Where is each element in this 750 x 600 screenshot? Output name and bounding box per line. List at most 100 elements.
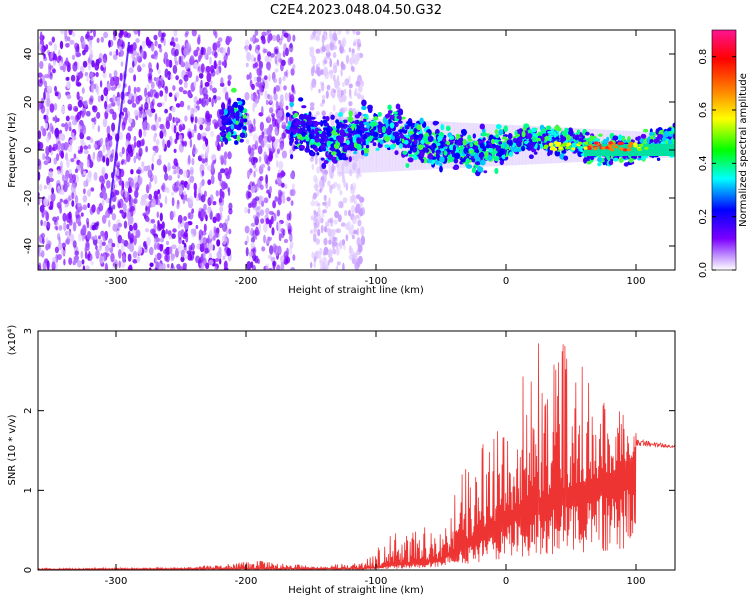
spectrogram-cell bbox=[321, 262, 326, 270]
snr-x-tick-label: 0 bbox=[503, 576, 509, 587]
spectrogram-cell bbox=[150, 42, 155, 52]
spectrogram-cell bbox=[103, 192, 108, 201]
spectrogram-cell bbox=[628, 141, 634, 145]
spectrogram-cell bbox=[54, 246, 60, 254]
spectrogram-cell bbox=[276, 209, 281, 217]
spectrogram-cell bbox=[491, 138, 495, 144]
spectrogram-cell bbox=[48, 170, 53, 179]
spectrogram-cell bbox=[117, 39, 123, 47]
spectrogram-cell bbox=[57, 205, 61, 210]
spectrogram-cell bbox=[245, 247, 249, 257]
spectrogram-cell bbox=[221, 61, 226, 66]
spectrogram-cell bbox=[160, 185, 166, 191]
spectrogram-cell bbox=[144, 200, 150, 208]
spectrogram-cell bbox=[68, 106, 72, 111]
spectrogram-cell bbox=[148, 73, 152, 81]
spectrogram-cell bbox=[576, 129, 581, 135]
spectrogram-cell bbox=[253, 118, 256, 126]
spectrogram-cell bbox=[133, 135, 137, 142]
spectrogram-cell bbox=[212, 95, 217, 100]
spectrogram-cell bbox=[159, 202, 163, 208]
spectrogram-cell bbox=[91, 204, 96, 213]
spectrogram-cell bbox=[247, 191, 252, 199]
spectrogram-cell bbox=[101, 188, 106, 194]
spectrogram-cell bbox=[153, 77, 157, 81]
spectrogram-cell bbox=[56, 254, 62, 260]
spectrogram-cell bbox=[137, 176, 143, 184]
spectrogram-cell bbox=[172, 116, 175, 124]
spectrogram-cell bbox=[484, 151, 489, 158]
spectrogram-cell bbox=[38, 72, 43, 78]
spectrogram-cell bbox=[150, 201, 154, 208]
spectrogram-cell bbox=[653, 139, 658, 144]
spectrogram-cell bbox=[165, 188, 171, 194]
spectrogram-cell bbox=[113, 70, 118, 77]
spectrogram-cell bbox=[227, 79, 231, 87]
spectrogram-cell bbox=[38, 252, 42, 257]
spectrogram-cell bbox=[267, 32, 273, 42]
spectrogram-cell bbox=[203, 136, 207, 141]
spectrogram-cell bbox=[498, 129, 503, 135]
spectrogram-cell bbox=[154, 253, 158, 263]
spectrogram-cell bbox=[200, 46, 204, 55]
spectrogram-cell bbox=[45, 211, 49, 222]
spectrogram-cell bbox=[109, 51, 113, 56]
spectrogram-cell bbox=[421, 158, 425, 163]
spectrogram-cell bbox=[137, 245, 143, 255]
spectrogram-cell bbox=[348, 47, 352, 53]
spectrogram-cell bbox=[313, 210, 317, 219]
spectrogram-cell bbox=[420, 139, 425, 145]
spectrogram-cell bbox=[251, 36, 255, 42]
spectrogram-cell bbox=[332, 52, 337, 59]
spectrogram-cell bbox=[252, 102, 256, 113]
spectrogram-cell bbox=[402, 150, 408, 155]
spectrogram-cell bbox=[298, 97, 304, 102]
spectrogram-cell bbox=[613, 145, 618, 149]
spectrogram-cell bbox=[250, 156, 256, 166]
spectrogram-cell bbox=[94, 249, 100, 258]
spectrogram-cell bbox=[270, 215, 274, 225]
spectrogram-cell bbox=[637, 147, 642, 152]
snr-plot-area bbox=[38, 331, 675, 570]
spectrogram-cell bbox=[127, 253, 132, 262]
spectrogram-cell bbox=[74, 42, 79, 50]
spectrogram-cell bbox=[341, 94, 347, 103]
spectrogram-cell bbox=[277, 221, 282, 228]
spectrogram-cell bbox=[280, 34, 284, 41]
spectrogram-cell bbox=[389, 114, 395, 120]
spectrogram-cell bbox=[108, 219, 111, 228]
spectrogram-cell bbox=[40, 219, 43, 226]
spectrogram-cell bbox=[38, 183, 43, 192]
spectrogram-cell bbox=[227, 74, 232, 81]
spectrogram-cell bbox=[216, 239, 221, 247]
spectrogram-cell bbox=[321, 34, 325, 44]
spectrogram-cell bbox=[352, 30, 356, 35]
spectrogram-cell bbox=[409, 135, 414, 140]
spectrogram-cell bbox=[427, 135, 434, 143]
spectrogram-cell bbox=[273, 78, 277, 83]
spectrogram-cell bbox=[261, 31, 267, 37]
spectrogram-cell bbox=[139, 48, 145, 59]
spectrogram-cell bbox=[315, 200, 319, 207]
spectrogram-cell bbox=[43, 114, 47, 120]
spectrogram-cell bbox=[111, 131, 117, 136]
spectrogram-cell bbox=[144, 214, 147, 220]
spectrogram-cell bbox=[172, 64, 178, 74]
spectrogram-cell bbox=[43, 185, 48, 190]
spectrogram-cell bbox=[192, 228, 197, 237]
spectrogram-cell bbox=[38, 264, 42, 270]
spectrogram-cell bbox=[73, 153, 77, 159]
spectrogram-cell bbox=[162, 138, 165, 147]
spectrogram-cell bbox=[66, 223, 70, 230]
spectrogram-cell bbox=[369, 121, 376, 127]
spectrogram-cell bbox=[143, 241, 146, 248]
spectrogram-streak bbox=[108, 41, 130, 211]
spectrogram-cell bbox=[89, 35, 94, 40]
spectrogram-cell bbox=[119, 209, 124, 214]
spectrogram-cell bbox=[372, 131, 379, 138]
spectrogram-cell bbox=[130, 169, 134, 175]
spectrogram-cell bbox=[290, 172, 294, 179]
spectrogram-cell bbox=[91, 105, 96, 111]
spectrogram-cell bbox=[326, 84, 331, 91]
